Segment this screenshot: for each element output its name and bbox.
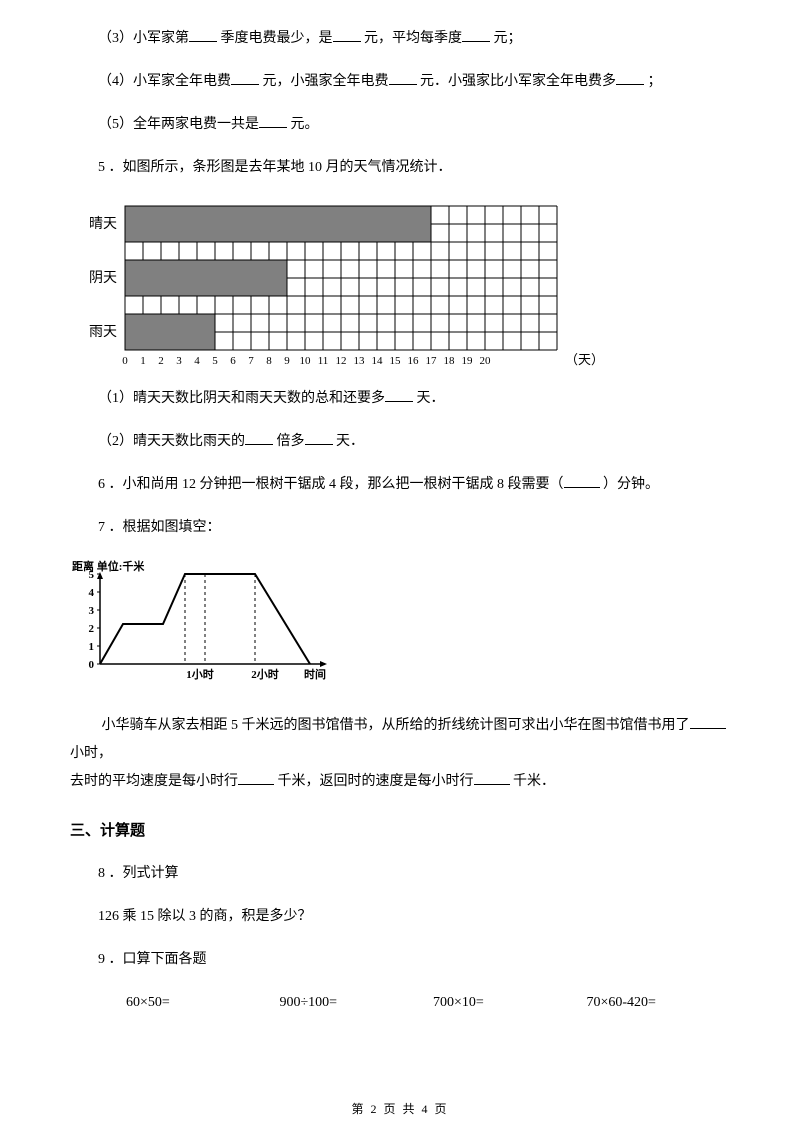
svg-text:距离 单位:千米: 距离 单位:千米 — [72, 560, 145, 573]
svg-text:1: 1 — [89, 641, 95, 653]
problem-6: 6 ．小和尚用 12 分钟把一根树干锯成 4 段，那么把一根树干锯成 8 段需要… — [70, 474, 730, 495]
svg-text:2: 2 — [158, 355, 164, 367]
t: 小时， — [70, 746, 112, 761]
svg-text:雨天: 雨天 — [89, 325, 117, 340]
svg-text:8: 8 — [266, 355, 272, 367]
t: 元，小强家全年电费 — [263, 74, 389, 89]
page-footer: 第 2 页 共 4 页 — [0, 1100, 800, 1118]
svg-text:1: 1 — [140, 355, 146, 367]
line-chart: 距离 单位:千米5 4 3 2 1 0 1小时 2小时 时间 — [70, 560, 730, 700]
svg-text:16: 16 — [408, 355, 420, 367]
blank[interactable] — [462, 28, 490, 42]
svg-text:2: 2 — [89, 623, 95, 635]
svg-text:（天）: （天） — [565, 352, 604, 367]
t: 元； — [494, 31, 522, 46]
svg-text:10: 10 — [300, 355, 312, 367]
question-3: （3）小军家第 季度电费最少，是 元，平均每季度 元； — [70, 28, 730, 49]
svg-text:3: 3 — [89, 605, 95, 617]
blank[interactable] — [189, 28, 217, 42]
svg-text:4: 4 — [89, 587, 95, 599]
svg-text:12: 12 — [336, 355, 347, 367]
svg-text:13: 13 — [354, 355, 366, 367]
t: 小华骑车从家去相距 5 千米远的图书馆借书，从所给的折线统计图可求出小华在图书馆… — [102, 718, 690, 733]
calc-item: 60×50= — [98, 992, 248, 1013]
t: 去时的平均速度是每小时行 — [70, 774, 238, 789]
svg-text:晴天: 晴天 — [89, 216, 117, 232]
svg-text:0: 0 — [122, 355, 128, 367]
t: 倍多 — [277, 434, 305, 449]
t: ）分钟。 — [603, 477, 659, 492]
t: 元。 — [291, 117, 319, 132]
problem-8: 8 ．列式计算 — [70, 863, 730, 884]
svg-text:14: 14 — [372, 355, 384, 367]
t: 天． — [336, 434, 364, 449]
blank[interactable] — [616, 71, 644, 85]
svg-text:20: 20 — [480, 355, 492, 367]
blank[interactable] — [333, 28, 361, 42]
blank[interactable] — [564, 474, 600, 488]
t: 元，平均每季度 — [364, 31, 462, 46]
svg-text:15: 15 — [390, 355, 402, 367]
svg-text:5: 5 — [212, 355, 218, 367]
t: 元．小强家比小军家全年电费多 — [420, 74, 616, 89]
calc-item: 700×10= — [405, 992, 555, 1013]
t: 千米． — [513, 774, 555, 789]
blank[interactable] — [389, 71, 417, 85]
question-5: （5）全年两家电费一共是 元。 — [70, 114, 730, 135]
t: 季度电费最少，是 — [221, 31, 333, 46]
calc-item: 900÷100= — [252, 992, 402, 1013]
blank[interactable] — [690, 715, 726, 729]
svg-text:17: 17 — [426, 355, 438, 367]
svg-text:5: 5 — [89, 569, 95, 581]
blank[interactable] — [385, 388, 413, 402]
svg-text:11: 11 — [318, 355, 329, 367]
svg-text:0: 0 — [89, 659, 95, 671]
problem-7: 7 ．根据如图填空： — [70, 517, 730, 538]
problem-5-2: （2）晴天天数比雨天的 倍多 天． — [70, 431, 730, 452]
svg-text:7: 7 — [248, 355, 254, 367]
t: 天． — [417, 391, 445, 406]
svg-text:2小时: 2小时 — [251, 667, 279, 681]
svg-text:9: 9 — [284, 355, 290, 367]
problem-8-text: 126 乘 15 除以 3 的商，积是多少？ — [70, 906, 730, 927]
blank[interactable] — [259, 114, 287, 128]
svg-text:18: 18 — [444, 355, 456, 367]
blank[interactable] — [238, 771, 274, 785]
t: （2）晴天天数比雨天的 — [98, 434, 245, 449]
t: （4）小军家全年电费 — [98, 74, 231, 89]
svg-text:1小时: 1小时 — [186, 667, 214, 681]
calc-row: 60×50= 900÷100= 700×10= 70×60-420= — [70, 992, 730, 1013]
t: 千米，返回时的速度是每小时行 — [278, 774, 474, 789]
question-4: （4）小军家全年电费 元，小强家全年电费 元．小强家比小军家全年电费多 ； — [70, 71, 730, 92]
problem-7-text: 小华骑车从家去相距 5 千米远的图书馆借书，从所给的折线统计图可求出小华在图书馆… — [70, 712, 730, 796]
t: （1）晴天天数比阴天和雨天天数的总和还要多 — [98, 391, 385, 406]
blank[interactable] — [245, 431, 273, 445]
t: （3）小军家第 — [98, 31, 189, 46]
svg-text:3: 3 — [176, 355, 182, 367]
svg-text:阴天: 阴天 — [89, 270, 117, 286]
problem-5-1: （1）晴天天数比阴天和雨天天数的总和还要多 天． — [70, 388, 730, 409]
section-3-heading: 三、计算题 — [70, 820, 730, 843]
t: （5）全年两家电费一共是 — [98, 117, 259, 132]
t: ； — [648, 74, 662, 89]
svg-text:时间: 时间 — [304, 667, 326, 681]
weather-bar-chart: 晴天阴天雨天01234567891011121314151617181920（天… — [70, 200, 730, 370]
blank[interactable] — [474, 771, 510, 785]
problem-9: 9 ．口算下面各题 — [70, 949, 730, 970]
blank[interactable] — [231, 71, 259, 85]
problem-5: 5 ．如图所示，条形图是去年某地 10 月的天气情况统计． — [70, 157, 730, 178]
svg-text:4: 4 — [194, 355, 200, 367]
blank[interactable] — [305, 431, 333, 445]
t: 6 ．小和尚用 12 分钟把一根树干锯成 4 段，那么把一根树干锯成 8 段需要… — [98, 477, 564, 492]
svg-text:19: 19 — [462, 355, 474, 367]
calc-item: 70×60-420= — [559, 992, 709, 1013]
svg-text:6: 6 — [230, 355, 236, 367]
